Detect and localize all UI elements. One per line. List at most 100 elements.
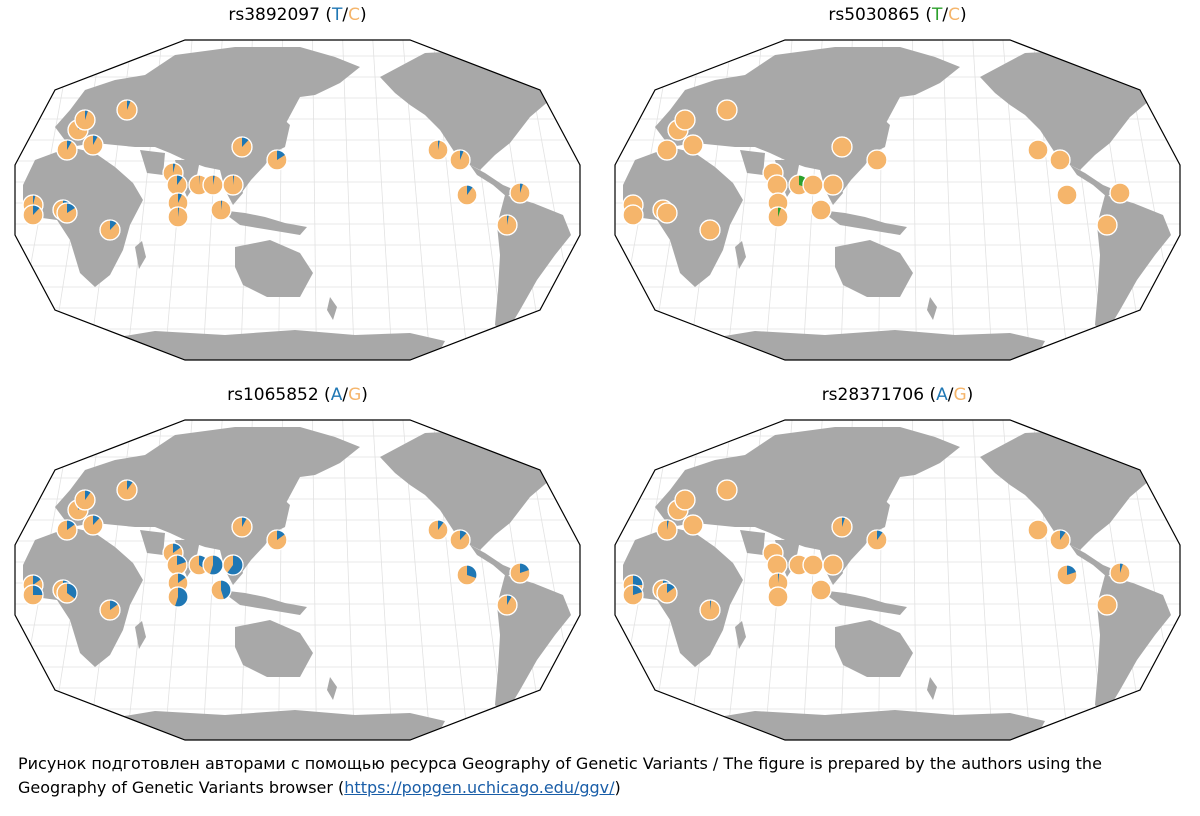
landmass-indonesia bbox=[820, 590, 907, 615]
map-panel-rs28371706: rs28371706 (A/G) bbox=[614, 385, 1181, 755]
frequency-pie bbox=[699, 219, 721, 241]
minor-allele-slice bbox=[93, 515, 100, 525]
landmass-madagascar bbox=[735, 621, 746, 649]
frequency-pie bbox=[622, 584, 644, 606]
frequency-pie bbox=[22, 204, 44, 226]
frequency-pie bbox=[56, 139, 78, 161]
landmass-new-zealand bbox=[327, 297, 337, 320]
minor-allele-slice bbox=[221, 580, 231, 600]
panel-title: rs1065852 (A/G) bbox=[227, 385, 368, 405]
landmass-central-america bbox=[1070, 165, 1115, 197]
minor-allele-slice bbox=[1120, 563, 1124, 573]
panel-title: rs3892097 (T/C) bbox=[228, 5, 367, 25]
landmass-japan bbox=[873, 113, 890, 153]
frequency-pie bbox=[656, 139, 678, 161]
frequency-pie bbox=[496, 214, 518, 236]
minor-allele-slice bbox=[520, 563, 530, 573]
landmass-antarctica bbox=[100, 710, 445, 740]
frequency-pie bbox=[1056, 564, 1078, 586]
frequency-pie bbox=[210, 579, 232, 601]
landmass-central-america bbox=[470, 545, 515, 577]
source-link[interactable]: https://popgen.uchicago.edu/ggv/ bbox=[344, 778, 615, 797]
frequency-pie bbox=[767, 586, 789, 608]
landmass-australia bbox=[835, 620, 913, 677]
figure-caption: Рисунок подготовлен авторами с помощью р… bbox=[18, 754, 1102, 797]
minor-allele-slice bbox=[242, 137, 249, 147]
minor-allele-slice bbox=[227, 555, 243, 575]
frequency-pie bbox=[166, 174, 188, 196]
minor-allele-slice bbox=[33, 585, 43, 595]
frequency-pie bbox=[682, 514, 704, 536]
frequency-pie bbox=[456, 184, 478, 206]
frequency-pie bbox=[674, 489, 696, 511]
frequency-pie bbox=[802, 174, 824, 196]
frequency-pie bbox=[767, 206, 789, 228]
minor-allele-slice bbox=[633, 575, 643, 585]
minor-allele-slice bbox=[877, 530, 883, 540]
frequency-pie bbox=[266, 149, 288, 171]
frequency-pie bbox=[167, 206, 189, 228]
landmass-arabia bbox=[740, 530, 765, 555]
frequency-pie bbox=[509, 182, 531, 204]
map-frame bbox=[614, 419, 1181, 741]
minor-allele-slice bbox=[507, 595, 512, 605]
frequency-pie bbox=[116, 99, 138, 121]
frequency-pie bbox=[656, 519, 678, 541]
landmass-new-zealand bbox=[327, 677, 337, 700]
map-frame bbox=[614, 39, 1181, 361]
landmass-antarctica bbox=[100, 330, 445, 360]
frequency-pie bbox=[1109, 562, 1131, 584]
frequency-pie bbox=[449, 149, 471, 171]
minor-allele-slice bbox=[507, 215, 509, 225]
frequency-pie bbox=[166, 554, 188, 576]
landmass-arabia bbox=[740, 150, 765, 175]
frequency-pie bbox=[22, 584, 44, 606]
frequency-pie bbox=[622, 204, 644, 226]
minor-allele-slice bbox=[467, 565, 477, 579]
minor-allele-slice bbox=[178, 193, 183, 203]
landmass-eurasia bbox=[655, 427, 960, 575]
landmass-central-america bbox=[470, 165, 515, 197]
minor-allele-slice bbox=[199, 175, 200, 185]
frequency-pie bbox=[1096, 214, 1118, 236]
frequency-pie bbox=[509, 562, 531, 584]
landmass-japan bbox=[273, 113, 290, 153]
minor-allele-slice bbox=[710, 600, 712, 610]
minor-allele-slice bbox=[842, 517, 846, 527]
frequency-pie bbox=[222, 174, 244, 196]
frequency-pie bbox=[56, 202, 78, 224]
minor-allele-slice bbox=[460, 530, 467, 540]
frequency-pie bbox=[831, 136, 853, 158]
minor-allele-slice bbox=[177, 175, 183, 185]
frequency-pie bbox=[231, 516, 253, 538]
frequency-pie bbox=[427, 519, 449, 541]
frequency-pie bbox=[766, 554, 788, 576]
frequency-pie bbox=[656, 202, 678, 224]
frequency-pie bbox=[1109, 182, 1131, 204]
frequency-pie bbox=[1096, 594, 1118, 616]
frequency-pie bbox=[802, 554, 824, 576]
frequency-pie bbox=[456, 564, 478, 586]
landmass-indonesia bbox=[220, 590, 307, 615]
landmass-madagascar bbox=[135, 621, 146, 649]
frequency-pie bbox=[682, 134, 704, 156]
frequency-pie bbox=[167, 586, 189, 608]
minor-allele-slice bbox=[233, 175, 235, 185]
minor-allele-slice bbox=[520, 183, 524, 193]
landmass-arabia bbox=[140, 150, 165, 175]
minor-allele-slice bbox=[438, 140, 440, 150]
minor-allele-slice bbox=[174, 587, 189, 607]
map-panel-rs3892097: rs3892097 (T/C) bbox=[14, 5, 581, 375]
world-map bbox=[14, 419, 581, 741]
landmass-africa bbox=[23, 147, 143, 287]
landmass-australia bbox=[235, 240, 313, 297]
landmass-eurasia bbox=[655, 47, 960, 195]
frequency-pie bbox=[674, 109, 696, 131]
landmass-indonesia bbox=[820, 210, 907, 235]
landmass-indonesia bbox=[220, 210, 307, 235]
frequency-pie bbox=[449, 529, 471, 551]
frequency-pie bbox=[427, 139, 449, 161]
landmass-madagascar bbox=[135, 241, 146, 269]
minor-allele-slice bbox=[1060, 530, 1066, 540]
landmass-australia bbox=[235, 620, 313, 677]
